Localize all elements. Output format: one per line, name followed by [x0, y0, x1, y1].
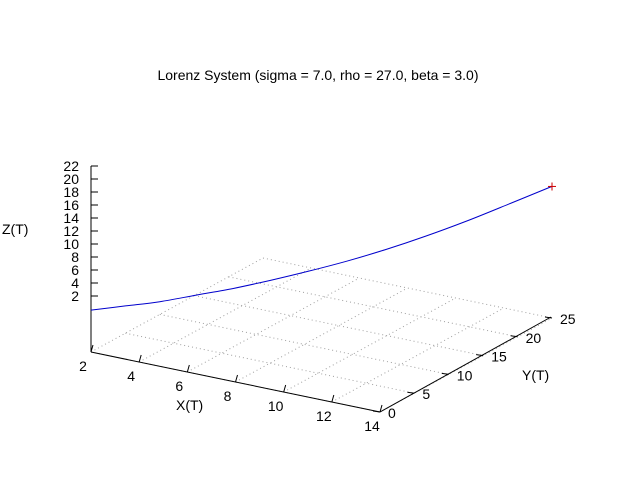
x-axis-label: X(T): [176, 397, 203, 413]
y-axis-line: [379, 316, 552, 413]
x-tick-mark: [138, 354, 142, 363]
z-tick-label: 8: [71, 249, 79, 265]
z-tick-label: 6: [71, 262, 79, 278]
grid-line-y: [125, 332, 415, 394]
z-tick-label: 16: [63, 197, 79, 213]
z-tick-label: 2: [71, 288, 79, 304]
y-tick-label: 5: [422, 386, 430, 402]
x-tick-mark: [186, 364, 190, 373]
z-tick-label: 20: [63, 171, 79, 187]
y-tick-label: 15: [491, 349, 507, 365]
grid-line-x: [283, 297, 456, 393]
z-tick-label: 12: [63, 223, 79, 239]
y-tick-label: 10: [457, 367, 473, 383]
grid-line-y: [194, 295, 484, 357]
x-tick-label: 14: [364, 418, 380, 434]
x-tick-label: 12: [316, 408, 332, 424]
y-tick-mark: [544, 316, 553, 319]
trajectory: [90, 182, 556, 311]
x-tick-mark: [331, 394, 335, 403]
x-tick-mark: [283, 384, 287, 393]
x-tick-label: 2: [79, 358, 87, 374]
z-tick-label: 4: [71, 275, 79, 291]
y-tick-mark: [372, 410, 381, 413]
y-tick-mark: [510, 335, 518, 338]
x-tick-label: 6: [175, 378, 183, 394]
grid-line-y: [159, 313, 449, 375]
z-axis-label: Z(T): [2, 221, 28, 237]
floor-grid: [90, 257, 553, 413]
y-tick-mark: [441, 372, 449, 375]
grid-line-x: [235, 287, 408, 383]
grid-line-x: [331, 307, 505, 403]
y-tick-label: 25: [560, 311, 576, 327]
z-tick-label: 18: [63, 184, 79, 200]
z-tick-label: 22: [63, 158, 79, 174]
x-tick-mark: [90, 344, 94, 353]
y-tick-label: 0: [388, 405, 396, 421]
y-axis-label: Y(T): [522, 367, 549, 383]
grid-line-x: [138, 267, 312, 363]
x-tick-label: 8: [224, 388, 232, 404]
y-tick-mark: [476, 354, 484, 357]
axes: [90, 165, 553, 413]
grid-line-x: [90, 257, 264, 353]
x-tick-label: 10: [268, 398, 284, 414]
x-tick-label: 4: [127, 368, 135, 384]
y-tick-label: 20: [526, 330, 542, 346]
x-tick-mark: [379, 404, 383, 413]
z-tick-label: 10: [63, 236, 79, 252]
trajectory-end-marker: [548, 182, 556, 191]
y-tick-mark: [407, 391, 415, 394]
grid-line-x: [187, 277, 360, 373]
x-tick-mark: [235, 374, 238, 383]
trajectory-line: [90, 185, 553, 311]
chart-title: Lorenz System (sigma = 7.0, rho = 27.0, …: [157, 67, 478, 83]
z-tick-label: 14: [63, 210, 79, 226]
